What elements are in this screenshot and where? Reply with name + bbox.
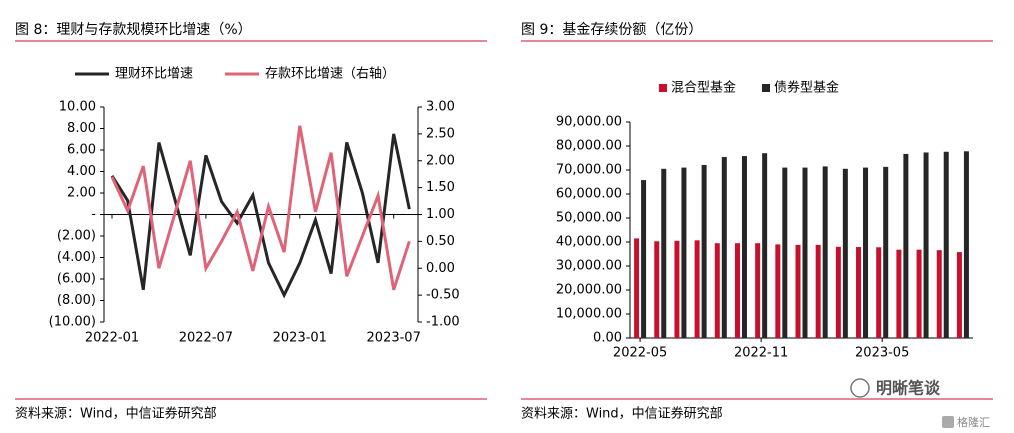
chart-title: 图 8：理财与存款规模环比增速（%） (15, 22, 252, 38)
y2-tick-label: 0.00 (426, 261, 455, 276)
x-tick-label: 2022-07 (179, 331, 233, 346)
y-tick-label: 30,000.00 (556, 259, 622, 274)
y-tick-label: 80,000.00 (556, 139, 622, 154)
y2-tick-label: 2.50 (426, 126, 455, 141)
y-tick-label: 90,000.00 (556, 115, 622, 130)
bar (661, 168, 667, 338)
watermark-icon (942, 416, 954, 428)
bar (863, 167, 869, 338)
bar (856, 247, 862, 338)
bar (681, 167, 687, 338)
y2-tick-label: 0.50 (426, 234, 455, 249)
bar (782, 167, 788, 338)
y-tick-label: 8.00 (67, 121, 96, 136)
data-line (110, 133, 411, 299)
bar (956, 252, 962, 338)
bar (734, 243, 740, 338)
x-tick-label: 2022-01 (85, 331, 139, 346)
watermark: 格隆汇 (957, 415, 990, 429)
y2-tick-label: -0.50 (426, 288, 460, 303)
x-tick-label: 2023-01 (273, 331, 327, 346)
bar (714, 243, 720, 338)
bar (795, 244, 801, 338)
source: 资料来源：Wind，中信证券研究部 (15, 406, 217, 422)
y-tick-label: (6.00) (57, 272, 96, 287)
y2-tick-label: 2.00 (426, 153, 455, 168)
y2-tick-label: 3.00 (426, 100, 455, 115)
y-tick-label: 10.00 (59, 100, 96, 115)
bar (634, 238, 640, 338)
y-tick-label: 50,000.00 (556, 211, 622, 226)
legend-label: 理财环比增速 (115, 67, 193, 82)
bar (923, 152, 929, 338)
bar (835, 246, 841, 338)
y-tick-label: (4.00) (57, 250, 96, 265)
bar (802, 167, 808, 338)
bar (943, 151, 949, 338)
x-tick-label: 2023-05 (855, 346, 909, 361)
y-tick-label: (2.00) (57, 229, 96, 244)
bar (883, 166, 889, 338)
bar (963, 151, 969, 338)
y-tick-label: 20,000.00 (556, 283, 622, 298)
legend-label: 存款环比增速（右轴） (265, 67, 395, 82)
x-tick-label: 2022-05 (613, 346, 667, 361)
bar (701, 164, 707, 338)
bar (916, 249, 922, 338)
x-tick-label: 2022-11 (734, 346, 788, 361)
y2-tick-label: 1.50 (426, 180, 455, 195)
bar (755, 243, 761, 338)
bar (876, 247, 882, 338)
x-tick-label: 2023-07 (367, 331, 421, 346)
y-tick-label: 40,000.00 (556, 235, 622, 250)
watermark-icon (850, 378, 870, 398)
bar (903, 153, 909, 338)
y2-tick-label: 1.00 (426, 207, 455, 222)
bar (721, 157, 727, 338)
y-tick-label: 2.00 (67, 186, 96, 201)
legend-label: 混合型基金 (671, 80, 736, 96)
bar (815, 244, 821, 338)
y-tick-label: (10.00) (49, 315, 96, 330)
bar (694, 240, 700, 338)
bar (741, 156, 747, 338)
source: 资料来源：Wind，中信证券研究部 (521, 406, 723, 422)
watermark: 明晰笔谈 (876, 379, 941, 398)
y-tick-label: 70,000.00 (556, 163, 622, 178)
data-line (110, 125, 411, 291)
bar (936, 250, 942, 338)
y-tick-label: 4.00 (67, 164, 96, 179)
chart-title: 图 9：基金存续份额（亿份） (521, 21, 702, 38)
bar (822, 166, 828, 338)
bar (641, 180, 647, 338)
y-tick-label: 6.00 (67, 143, 96, 158)
legend-swatch (659, 84, 667, 92)
bar (762, 153, 768, 338)
y2-tick-label: -1.00 (426, 315, 460, 330)
bar (775, 244, 781, 338)
legend-label: 债券型基金 (774, 80, 839, 96)
bar (654, 241, 660, 338)
bar (674, 240, 680, 338)
bar (896, 249, 902, 338)
bar (842, 168, 848, 338)
y-tick-label: 60,000.00 (556, 187, 622, 202)
y-tick-label: - (91, 207, 96, 222)
y-tick-label: 0.00 (593, 331, 622, 346)
legend-swatch (762, 84, 770, 92)
y-tick-label: 10,000.00 (556, 307, 622, 322)
y-tick-label: (8.00) (57, 293, 96, 308)
